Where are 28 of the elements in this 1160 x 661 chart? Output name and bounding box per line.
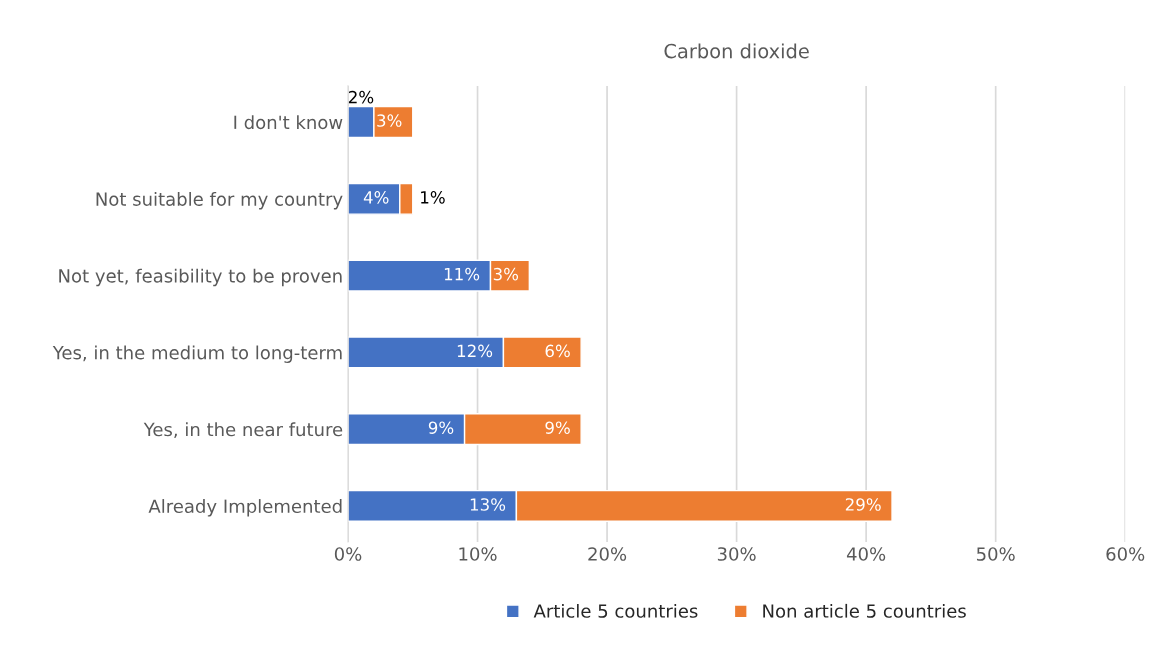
data-label: 6% [545, 344, 570, 358]
y-tick-label: Yes, in the medium to long-term [52, 345, 342, 363]
y-tick-label: Already Implemented [148, 499, 342, 517]
data-label: 1% [421, 191, 445, 204]
y-tick-label: Not yet, feasibility to be proven [59, 268, 342, 287]
data-label: 12% [457, 344, 493, 358]
data-label: 3% [377, 114, 402, 127]
data-label: 4% [363, 191, 389, 204]
x-tick-label: 10% [459, 547, 497, 561]
data-label: 9% [545, 421, 570, 434]
data-label: 11% [444, 267, 480, 281]
x-tick-label: 30% [717, 547, 756, 561]
x-tick-label: 40% [846, 547, 886, 561]
data-label: 2% [348, 90, 374, 104]
data-label: 13% [470, 498, 506, 511]
y-tick-label: I don't know [234, 115, 343, 130]
chart-title: Carbon dioxide [664, 43, 809, 59]
x-tick-label: 60% [1106, 547, 1145, 561]
data-label: 29% [845, 498, 881, 511]
y-tick-label: Yes, in the near future [143, 422, 343, 439]
x-tick-label: 50% [976, 547, 1015, 561]
legend-label: Non article 5 countries [763, 603, 966, 618]
x-tick-label: 0% [334, 547, 362, 561]
data-label: 9% [428, 421, 454, 434]
data-label: 3% [493, 267, 519, 281]
x-tick-label: 20% [588, 547, 627, 561]
legend-label: Article 5 countries [533, 603, 698, 618]
y-tick-label: Not suitable for my country [96, 191, 343, 210]
